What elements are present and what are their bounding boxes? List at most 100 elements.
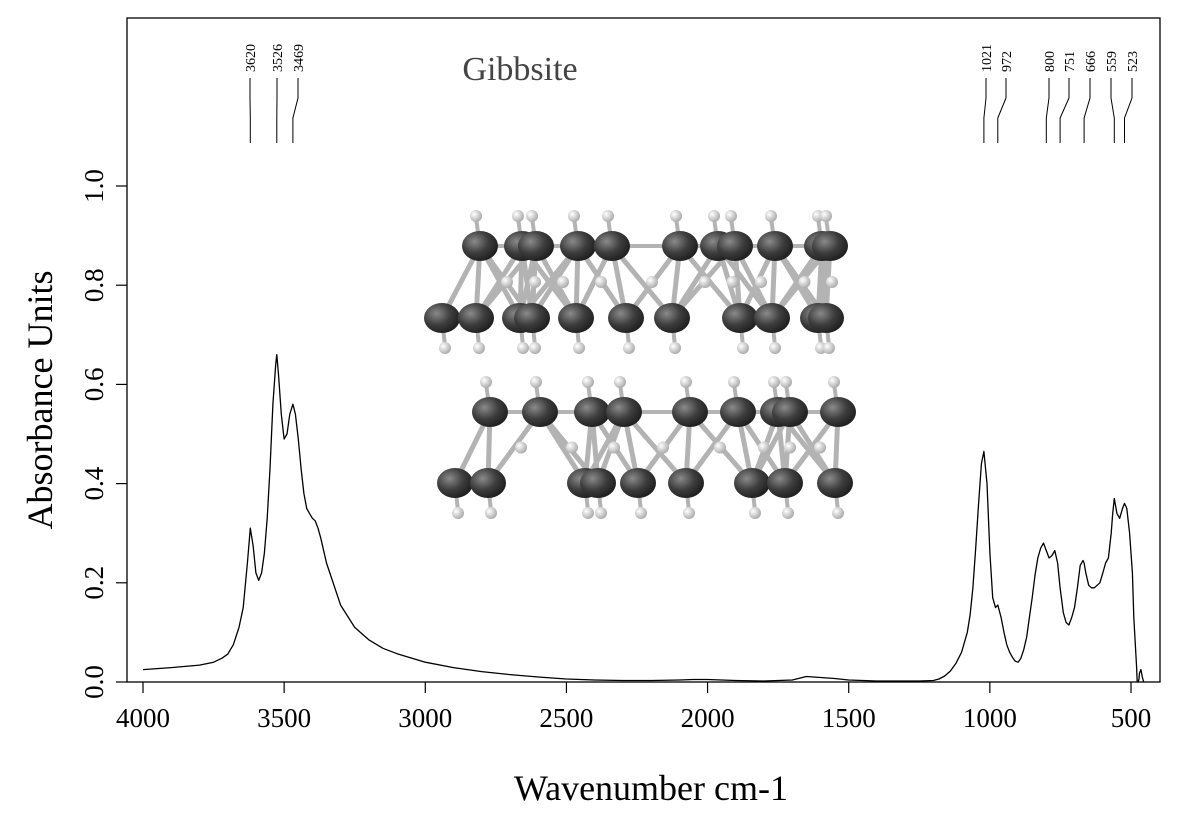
oxygen-atom xyxy=(594,231,630,261)
oxygen-atom xyxy=(808,303,844,333)
peak-marker-line xyxy=(293,78,298,143)
hydrogen-atom xyxy=(782,507,794,519)
oxygen-atom xyxy=(820,397,856,427)
hydrogen-atom xyxy=(635,507,647,519)
hydrogen-atom xyxy=(582,507,594,519)
hydrogen-atom xyxy=(614,376,626,388)
aluminum-atom xyxy=(755,276,767,288)
hydrogen-atom xyxy=(582,376,594,388)
y-tick-label: 0.6 xyxy=(79,368,109,402)
plot-frame xyxy=(127,18,1160,682)
peak-label: 3526 xyxy=(271,44,286,72)
aluminum-atom xyxy=(814,442,826,454)
oxygen-atom xyxy=(470,468,506,498)
hydrogen-atom xyxy=(820,210,832,222)
oxygen-atom xyxy=(717,231,753,261)
x-axis-title: Wavenumber cm-1 xyxy=(514,768,788,808)
aluminum-atom xyxy=(699,276,711,288)
oxygen-atom xyxy=(720,397,756,427)
oxygen-atom xyxy=(518,231,554,261)
x-tick-label: 500 xyxy=(1111,703,1152,733)
x-tick-label: 1000 xyxy=(963,703,1017,733)
oxygen-atom xyxy=(672,397,708,427)
hydrogen-atom xyxy=(485,507,497,519)
oxygen-atom xyxy=(458,303,494,333)
hydrogen-atom xyxy=(749,507,761,519)
aluminum-atom xyxy=(501,276,513,288)
x-tick-label: 3000 xyxy=(398,703,452,733)
peak-markers: 3620 3526 3469 1021 972 800 751 666 559 523 xyxy=(244,44,1141,143)
hydrogen-atom xyxy=(725,210,737,222)
aluminum-atom xyxy=(595,276,607,288)
oxygen-atom xyxy=(620,468,656,498)
oxygen-atom xyxy=(812,231,848,261)
aluminum-atom xyxy=(799,276,811,288)
peak-label: 972 xyxy=(1000,51,1015,72)
hydrogen-atom xyxy=(737,342,749,354)
peak-label: 559 xyxy=(1105,51,1120,72)
hydrogen-atom xyxy=(828,376,840,388)
crystal-structure-inset xyxy=(424,210,856,519)
hydrogen-atom xyxy=(708,210,720,222)
peak-marker-line xyxy=(1060,78,1069,143)
peak-marker-line xyxy=(998,78,1006,143)
peak-label: 666 xyxy=(1084,51,1099,72)
peak-marker-line xyxy=(1084,78,1090,143)
aluminum-atom xyxy=(826,276,838,288)
peak-label: 523 xyxy=(1126,51,1141,72)
hydrogen-atom xyxy=(823,342,835,354)
hydrogen-atom xyxy=(439,342,451,354)
hydrogen-atom xyxy=(526,210,538,222)
peak-marker-line xyxy=(1046,78,1049,143)
aluminum-atom xyxy=(646,276,658,288)
oxygen-atom xyxy=(580,468,616,498)
peak-label: 751 xyxy=(1063,51,1078,72)
aluminum-atom xyxy=(566,442,578,454)
oxygen-atom xyxy=(606,397,642,427)
aluminum-atom xyxy=(758,442,770,454)
oxygen-atom xyxy=(754,303,790,333)
x-tick-label: 1500 xyxy=(822,703,876,733)
y-axis: 0.00.20.40.60.81.0 xyxy=(79,169,127,699)
peak-label: 800 xyxy=(1043,51,1058,72)
oxygen-atom xyxy=(574,397,610,427)
hydrogen-atom xyxy=(473,342,485,354)
oxygen-atom xyxy=(472,397,508,427)
hydrogen-atom xyxy=(832,507,844,519)
hydrogen-atom xyxy=(680,376,692,388)
hydrogen-atom xyxy=(602,210,614,222)
hydrogen-atom xyxy=(768,376,780,388)
peak-label: 1021 xyxy=(980,44,995,72)
oxygen-atom xyxy=(654,303,690,333)
hydrogen-atom xyxy=(780,376,792,388)
hydrogen-atom xyxy=(480,376,492,388)
y-tick-label: 0.4 xyxy=(79,466,109,500)
hydrogen-atom xyxy=(623,342,635,354)
aluminum-atom xyxy=(529,276,541,288)
oxygen-atom xyxy=(608,303,644,333)
oxygen-atom xyxy=(560,231,596,261)
hydrogen-atom xyxy=(573,342,585,354)
aluminum-atom xyxy=(727,276,739,288)
peak-label: 3469 xyxy=(292,44,307,72)
oxygen-atom xyxy=(662,231,698,261)
chart-title: Gibbsite xyxy=(462,51,577,88)
hydrogen-atom xyxy=(765,210,777,222)
oxygen-atom xyxy=(734,468,770,498)
hydrogen-atom xyxy=(529,342,541,354)
oxygen-atom xyxy=(668,468,704,498)
hydrogen-atom xyxy=(683,507,695,519)
oxygen-atom xyxy=(514,303,550,333)
oxygen-atom xyxy=(767,468,803,498)
oxygen-atom xyxy=(817,468,853,498)
y-axis-title: Absorbance Units xyxy=(20,271,60,530)
oxygen-atom xyxy=(424,303,460,333)
peak-label: 3620 xyxy=(244,44,259,72)
aluminum-atom xyxy=(784,442,796,454)
aluminum-atom xyxy=(557,276,569,288)
hydrogen-atom xyxy=(670,210,682,222)
x-tick-label: 4000 xyxy=(116,703,170,733)
